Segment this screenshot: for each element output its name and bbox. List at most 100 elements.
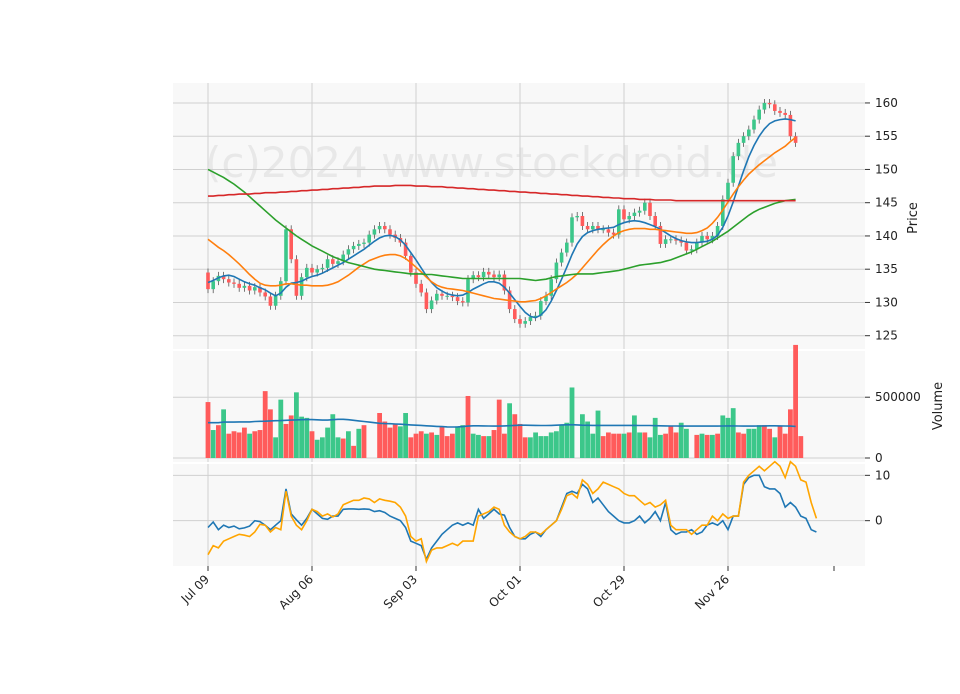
candle-body [726, 182, 730, 200]
candle-body [554, 262, 559, 280]
volume-y-tick-label: 500000 [875, 390, 921, 404]
candle-body [632, 212, 637, 216]
volume-bar [678, 422, 684, 458]
volume-bar [314, 439, 320, 458]
volume-bar [704, 434, 710, 458]
volume-bar [257, 430, 263, 458]
candle-body [695, 242, 699, 250]
volume-bar [242, 427, 247, 458]
volume-bar [299, 416, 304, 458]
volume-bar [564, 422, 570, 458]
x-tick-label: Sep 03 [381, 572, 420, 611]
candle-body [570, 217, 574, 243]
volume-bar [340, 438, 346, 458]
candle-body [752, 119, 756, 130]
candle-body [409, 255, 413, 273]
candle-body [648, 202, 652, 216]
volume-bar [294, 392, 299, 458]
candle-body [419, 283, 423, 293]
volume-bar [580, 414, 585, 458]
x-tick-label: Oct 29 [590, 572, 628, 610]
volume-bar [221, 409, 226, 458]
volume-bar [491, 430, 497, 458]
volume-bar [543, 436, 549, 458]
volume-bar [730, 408, 736, 458]
candle-body [606, 229, 611, 233]
volume-bar [600, 436, 606, 458]
x-tick-label: Jul 09 [178, 572, 212, 606]
candle-body [481, 271, 486, 278]
volume-bar [684, 428, 689, 458]
volume-bar [288, 415, 294, 458]
volume-bar [465, 395, 471, 458]
volume-bar [538, 436, 544, 458]
volume-bar [658, 434, 663, 458]
candle-body [565, 242, 569, 253]
volume-bar [720, 415, 726, 458]
watermark: (c)2024 www.stockdroid.de [205, 138, 778, 187]
volume-bar [278, 399, 284, 458]
candle-body [247, 285, 252, 291]
volume-bar [647, 437, 653, 458]
candle-body [585, 225, 590, 230]
price-panel [173, 83, 865, 349]
candle-body [539, 301, 543, 316]
volume-bar [392, 423, 398, 458]
candle-body [476, 275, 481, 278]
candle-body [211, 281, 215, 290]
volume-bar [522, 437, 528, 458]
volume-bar [595, 410, 601, 458]
candle-body [611, 232, 616, 235]
candle-body [658, 225, 663, 244]
volume-bar [283, 423, 289, 458]
candle-body [403, 242, 408, 256]
candle-body [523, 321, 527, 324]
volume-bar [418, 431, 424, 458]
candle-body [471, 275, 475, 280]
candle-body [461, 301, 465, 303]
price-y-tick-label: 125 [875, 329, 898, 343]
candle-body [580, 216, 585, 226]
volume-bar [762, 425, 767, 458]
price-moving-average-line [208, 184, 796, 202]
volume-bar [788, 409, 793, 458]
candle-body [710, 235, 715, 240]
volume-bar [346, 431, 351, 458]
candle-body [549, 279, 553, 296]
candle-body [741, 136, 746, 143]
candle-body [684, 242, 689, 251]
candle-body [294, 259, 299, 296]
candle-body [705, 235, 709, 240]
volume-bar [507, 403, 512, 458]
candle-body [206, 272, 210, 290]
oscillator-line [207, 460, 818, 564]
volume-bar [590, 433, 596, 458]
volume-bar [236, 432, 242, 458]
price-y-tick-label: 160 [875, 96, 898, 110]
candle-body [518, 319, 522, 324]
candle-body [351, 245, 356, 250]
candle-body [424, 292, 429, 310]
volume-bar [231, 431, 237, 458]
volume-bar [335, 437, 341, 458]
volume-bar [736, 432, 741, 458]
volume-bar [226, 433, 232, 458]
oscillator-panel [173, 464, 865, 566]
volume-axis-label: Volume [931, 382, 946, 430]
candle-body [788, 114, 793, 137]
candle-body [778, 110, 782, 113]
volume-bar [793, 344, 798, 458]
volume-bar [476, 434, 481, 458]
volume-bar [387, 427, 393, 458]
candle-body [544, 295, 548, 302]
volume-bar [439, 426, 445, 458]
candle-body [273, 295, 278, 306]
candle-body [497, 274, 501, 278]
candle-body [559, 252, 564, 263]
candle-body [689, 249, 694, 251]
volume-bar [798, 436, 804, 458]
volume-bar [777, 426, 783, 458]
volume-bar [569, 387, 575, 458]
price-moving-average-line [207, 168, 796, 282]
